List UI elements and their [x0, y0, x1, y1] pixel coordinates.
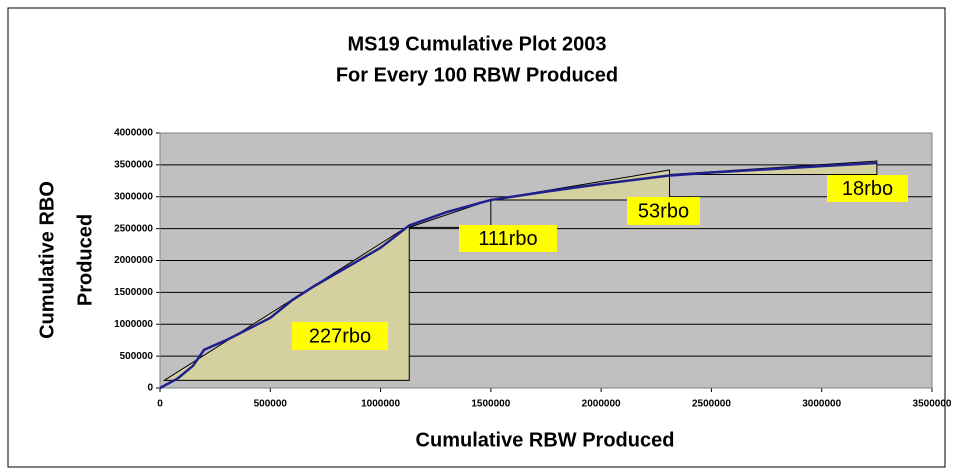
y-tick-label: 4000000 [114, 128, 153, 139]
annotation-box [292, 322, 388, 350]
annotation-triangle [490, 169, 671, 201]
y-axis-label: Produced [74, 214, 96, 306]
y-tick-label: 1000000 [114, 319, 153, 330]
x-tick-label: 3000000 [802, 399, 841, 410]
annotation-box [627, 197, 700, 225]
y-tick-label: 2000000 [114, 255, 153, 266]
x-tick-label: 0 [157, 399, 163, 410]
annotation-label: 227rbo [309, 325, 371, 347]
annotation-label: 111rbo [478, 228, 537, 250]
y-tick-label: 1500000 [114, 287, 153, 298]
x-tick-label: 500000 [254, 399, 288, 410]
chart-subtitle: For Every 100 RBW Produced [336, 64, 618, 86]
y-tick-label: 0 [147, 383, 153, 394]
x-axis-label: Cumulative RBW Produced [416, 429, 675, 451]
chart-title: MS19 Cumulative Plot 2003 [348, 33, 607, 55]
x-tick-label: 1500000 [471, 399, 510, 410]
x-tick-label: 1000000 [361, 399, 400, 410]
plot-frame [159, 132, 933, 389]
y-axis-label: Cumulative RBO [36, 181, 58, 339]
annotation-box [459, 225, 557, 252]
y-tick-label: 500000 [120, 351, 154, 362]
annotation-box [827, 175, 908, 202]
y-tick-label: 3000000 [114, 191, 153, 202]
y-tick-label: 2500000 [114, 223, 153, 234]
annotation-label: 53rbo [638, 200, 689, 222]
x-tick-label: 3500000 [913, 399, 952, 410]
annotation-triangle [409, 199, 492, 228]
y-tick-label: 3500000 [114, 160, 153, 171]
annotation-label: 18rbo [842, 178, 893, 200]
x-tick-label: 2500000 [692, 399, 731, 410]
data-line [159, 161, 877, 390]
x-tick-label: 2000000 [582, 399, 621, 410]
